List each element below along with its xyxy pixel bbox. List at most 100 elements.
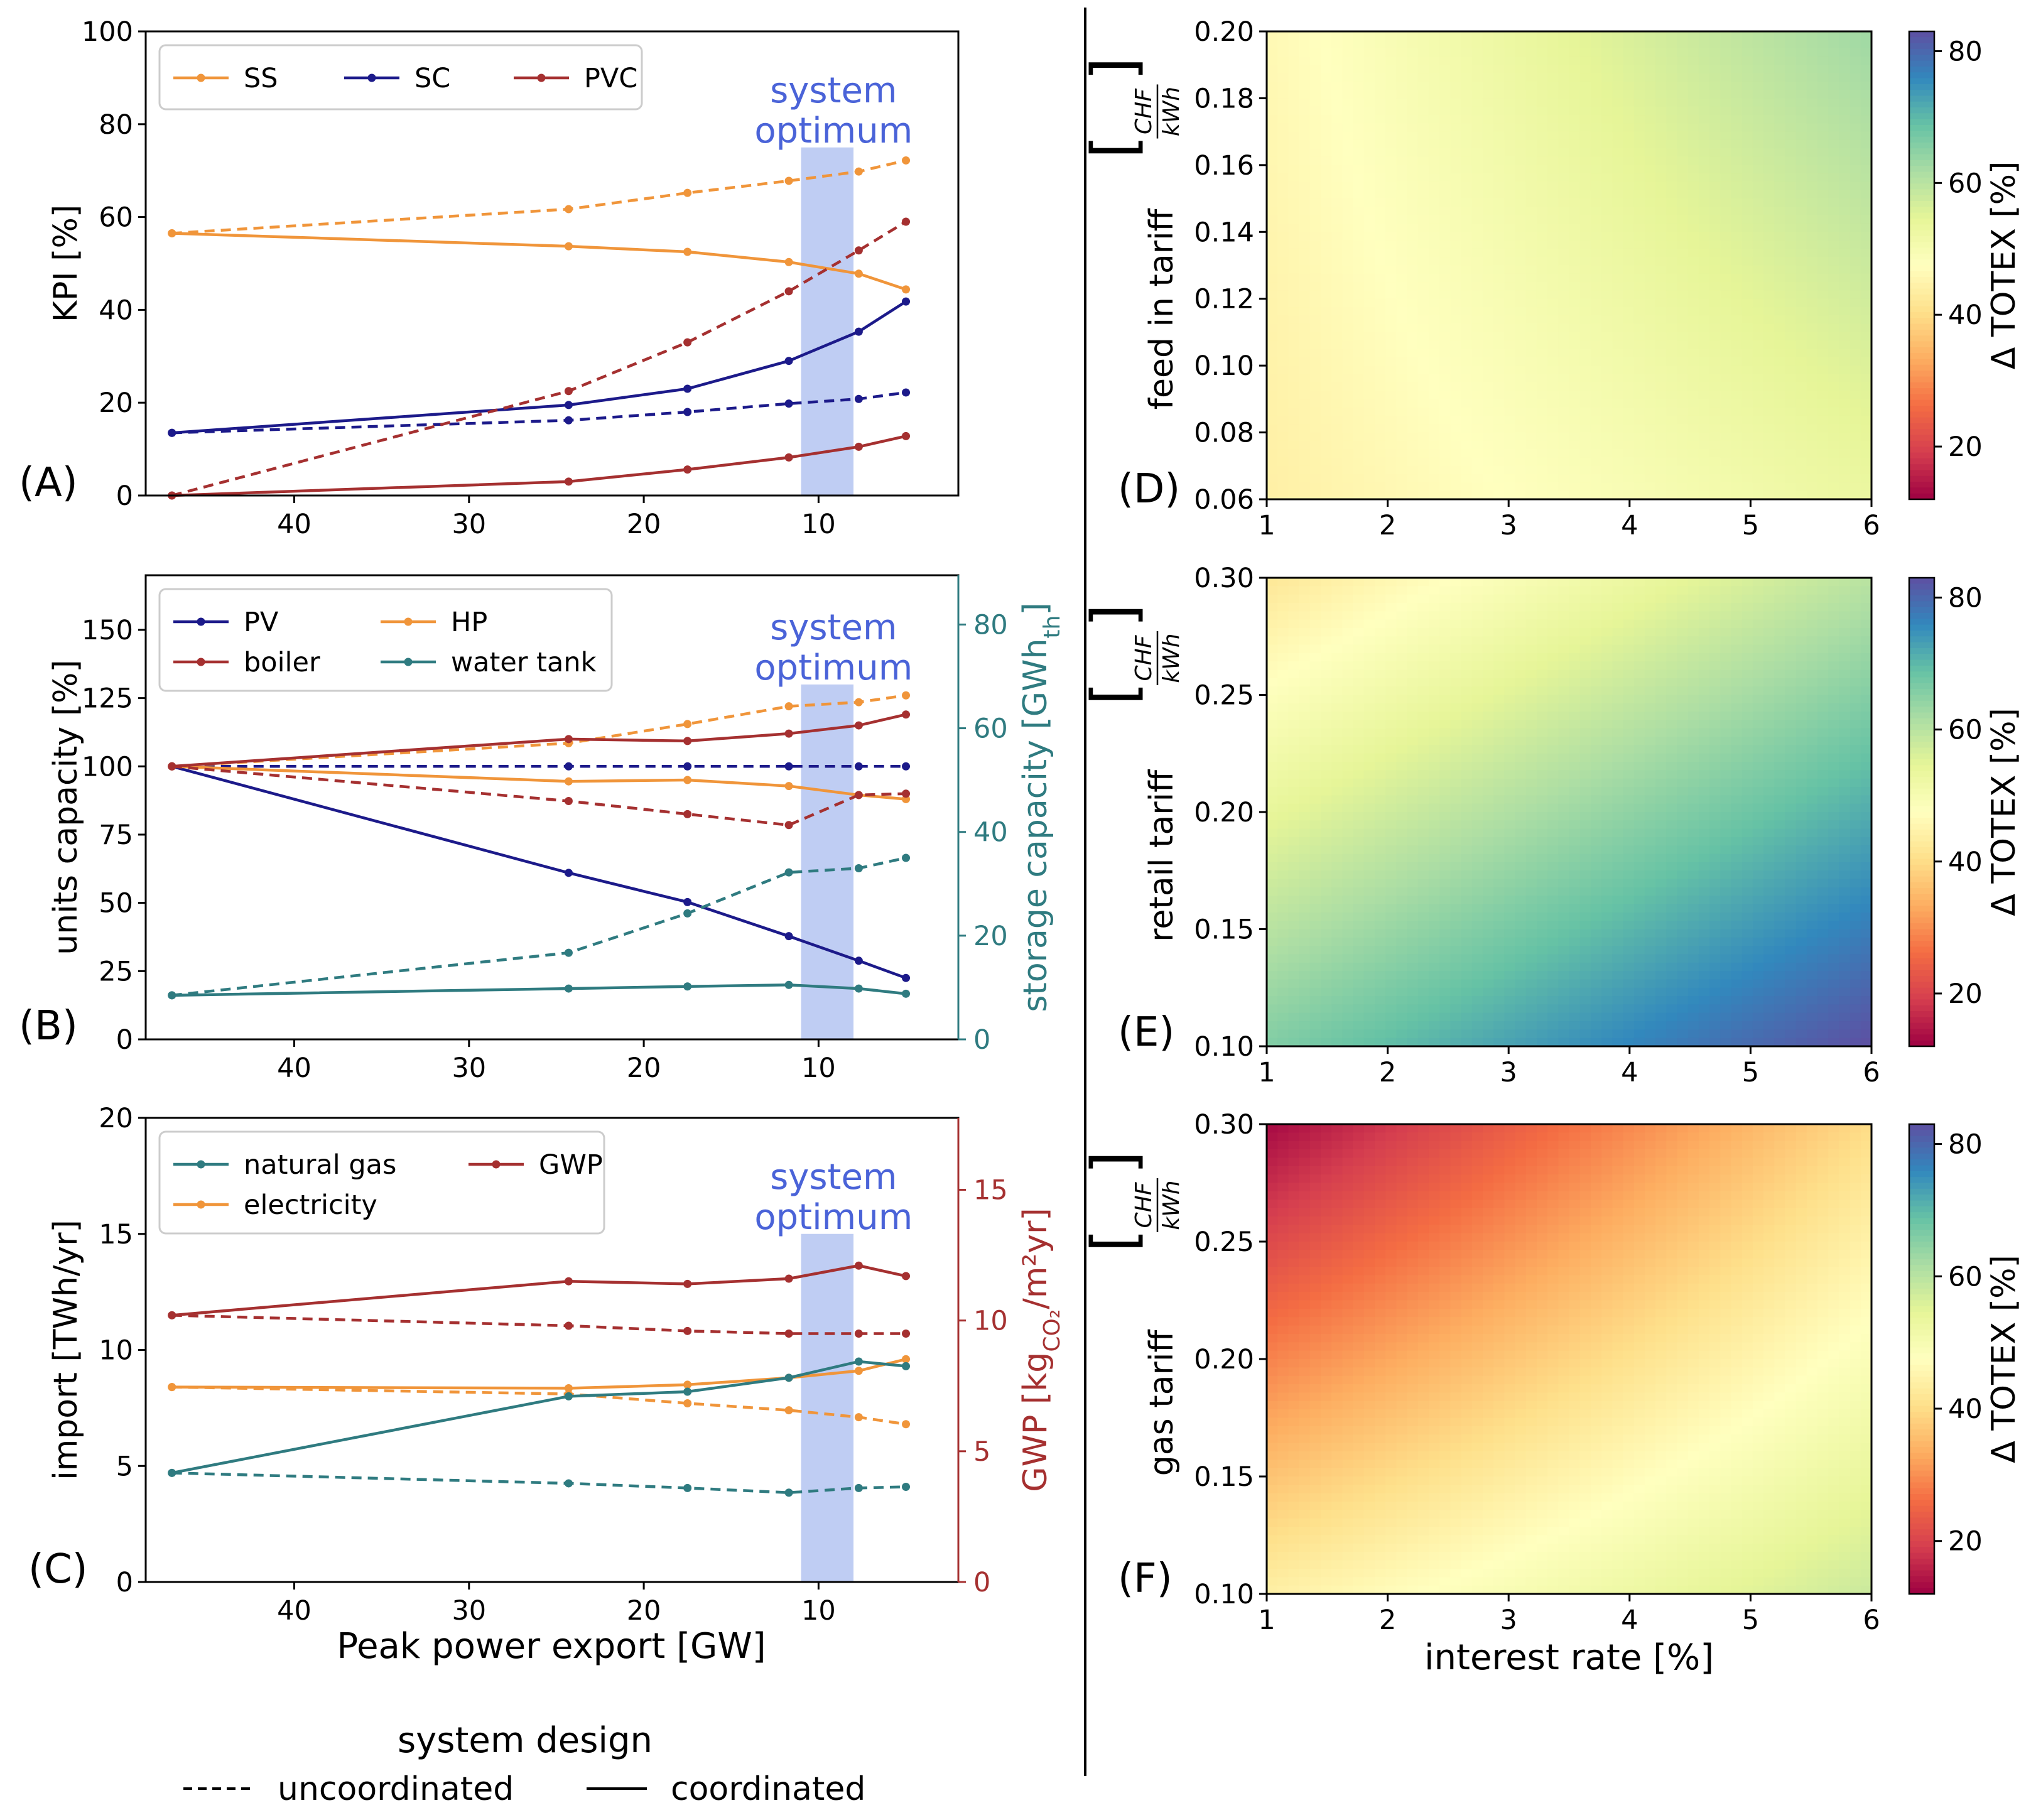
heatmap-cell [1601,73,1613,82]
colorbar-segment [1909,183,1934,190]
heatmap-cell [1277,432,1289,441]
heatmap-cell [1515,879,1527,888]
heatmap-cell [1785,48,1797,57]
heatmap-cell [1320,1021,1332,1031]
heatmap-cell [1267,449,1278,458]
heatmap-cell [1461,678,1473,687]
heatmap-cell [1471,686,1483,696]
heatmap-cell [1785,366,1797,375]
heatmap-cell [1353,190,1365,199]
heatmap-cell [1666,465,1678,475]
heatmap-cell [1471,215,1483,224]
heatmap-cell [1267,40,1278,49]
heatmap-cell [1817,123,1829,133]
heatmap-cell [1698,131,1710,141]
heatmap-cell [1363,131,1375,141]
heatmap-cell [1677,449,1689,458]
heatmap-cell [1612,98,1624,107]
heatmap-cell [1407,474,1419,484]
heatmap-cell [1504,323,1516,333]
heatmap-cell [1309,465,1321,475]
heatmap-cell [1569,98,1581,107]
heatmap-cell [1342,391,1354,400]
heatmap-cell [1644,407,1656,416]
heatmap-cell [1461,753,1473,762]
heatmap-cell [1309,887,1321,897]
heatmap-cell [1417,879,1429,888]
heatmap-cell [1450,745,1462,754]
heatmap-cell [1363,273,1375,283]
heatmap-cell [1525,265,1537,274]
heatmap-cell [1741,474,1753,484]
heatmap-cell [1320,424,1332,433]
heatmap-cell [1353,879,1365,888]
heatmap-cell [1428,440,1440,450]
heatmap-cell [1439,1029,1451,1039]
heatmap-cell [1579,482,1591,492]
legend-swatch-marker [492,1160,501,1169]
heatmap-cell [1363,812,1375,821]
heatmap-cell [1601,215,1613,224]
heatmap-cell [1309,870,1321,880]
heatmap-cell [1450,912,1462,921]
heatmap-cell [1709,198,1721,208]
heatmap-cell [1288,870,1300,880]
heatmap-cell [1471,1012,1483,1022]
heatmap-cell [1666,474,1678,484]
heatmap-cell [1525,929,1537,938]
heatmap-cell [1752,424,1764,433]
heatmap-cell [1536,853,1548,863]
heatmap-cell [1417,474,1429,484]
heatmap-cell [1536,946,1548,955]
heatmap-cell [1363,173,1375,183]
colorbar-segment [1909,283,1934,290]
heatmap-cell [1655,440,1667,450]
heatmap-cell [1267,215,1278,224]
heatmap-cell [1579,366,1591,375]
heatmap-cell [1331,432,1343,441]
heatmap-cell [1363,820,1375,830]
heatmap-cell [1428,971,1440,980]
heatmap-cell [1525,946,1537,955]
heatmap-cell [1342,131,1354,141]
heatmap-cell [1299,695,1311,704]
heatmap-cell [1309,440,1321,450]
heatmap-cell [1774,474,1786,484]
heatmap-cell [1720,90,1732,99]
heatmap-cell [1785,240,1797,249]
series-hp-dashed-point [902,691,911,700]
heatmap-cell [1493,56,1505,66]
heatmap-cell [1439,290,1451,300]
heatmap-cell [1407,778,1419,788]
heatmap-cell [1655,298,1667,308]
heatmap-cell [1525,1004,1537,1014]
heatmap-cell [1299,619,1311,629]
heatmap-cell [1471,594,1483,604]
heatmap-cell [1331,190,1343,199]
heatmap-cell [1461,449,1473,458]
heatmap-cell [1450,115,1462,124]
heatmap-cell [1644,139,1656,149]
heatmap-cell [1860,31,1872,41]
heatmap-cell [1309,745,1321,754]
heatmap-cell [1407,770,1419,779]
heatmap-cell [1385,73,1397,82]
heatmap-cell [1817,48,1829,57]
heatmap-cell [1439,853,1451,863]
heatmap-cell [1504,712,1516,721]
heatmap-cell [1795,290,1807,300]
heatmap-cell [1417,290,1429,300]
heatmap-cell [1417,65,1429,74]
heatmap-cell [1731,424,1743,433]
heatmap-cell [1612,399,1624,408]
heatmap-cell [1353,490,1365,500]
heatmap-cell [1623,248,1635,257]
heatmap-cell [1353,56,1365,66]
heatmap-cell [1471,887,1483,897]
heatmap-cell [1471,81,1483,90]
heatmap-cell [1504,349,1516,358]
heatmap-cell [1731,131,1743,141]
heatmap-cell [1342,139,1354,149]
heatmap-cell [1342,962,1354,972]
heatmap-cell [1288,787,1300,796]
